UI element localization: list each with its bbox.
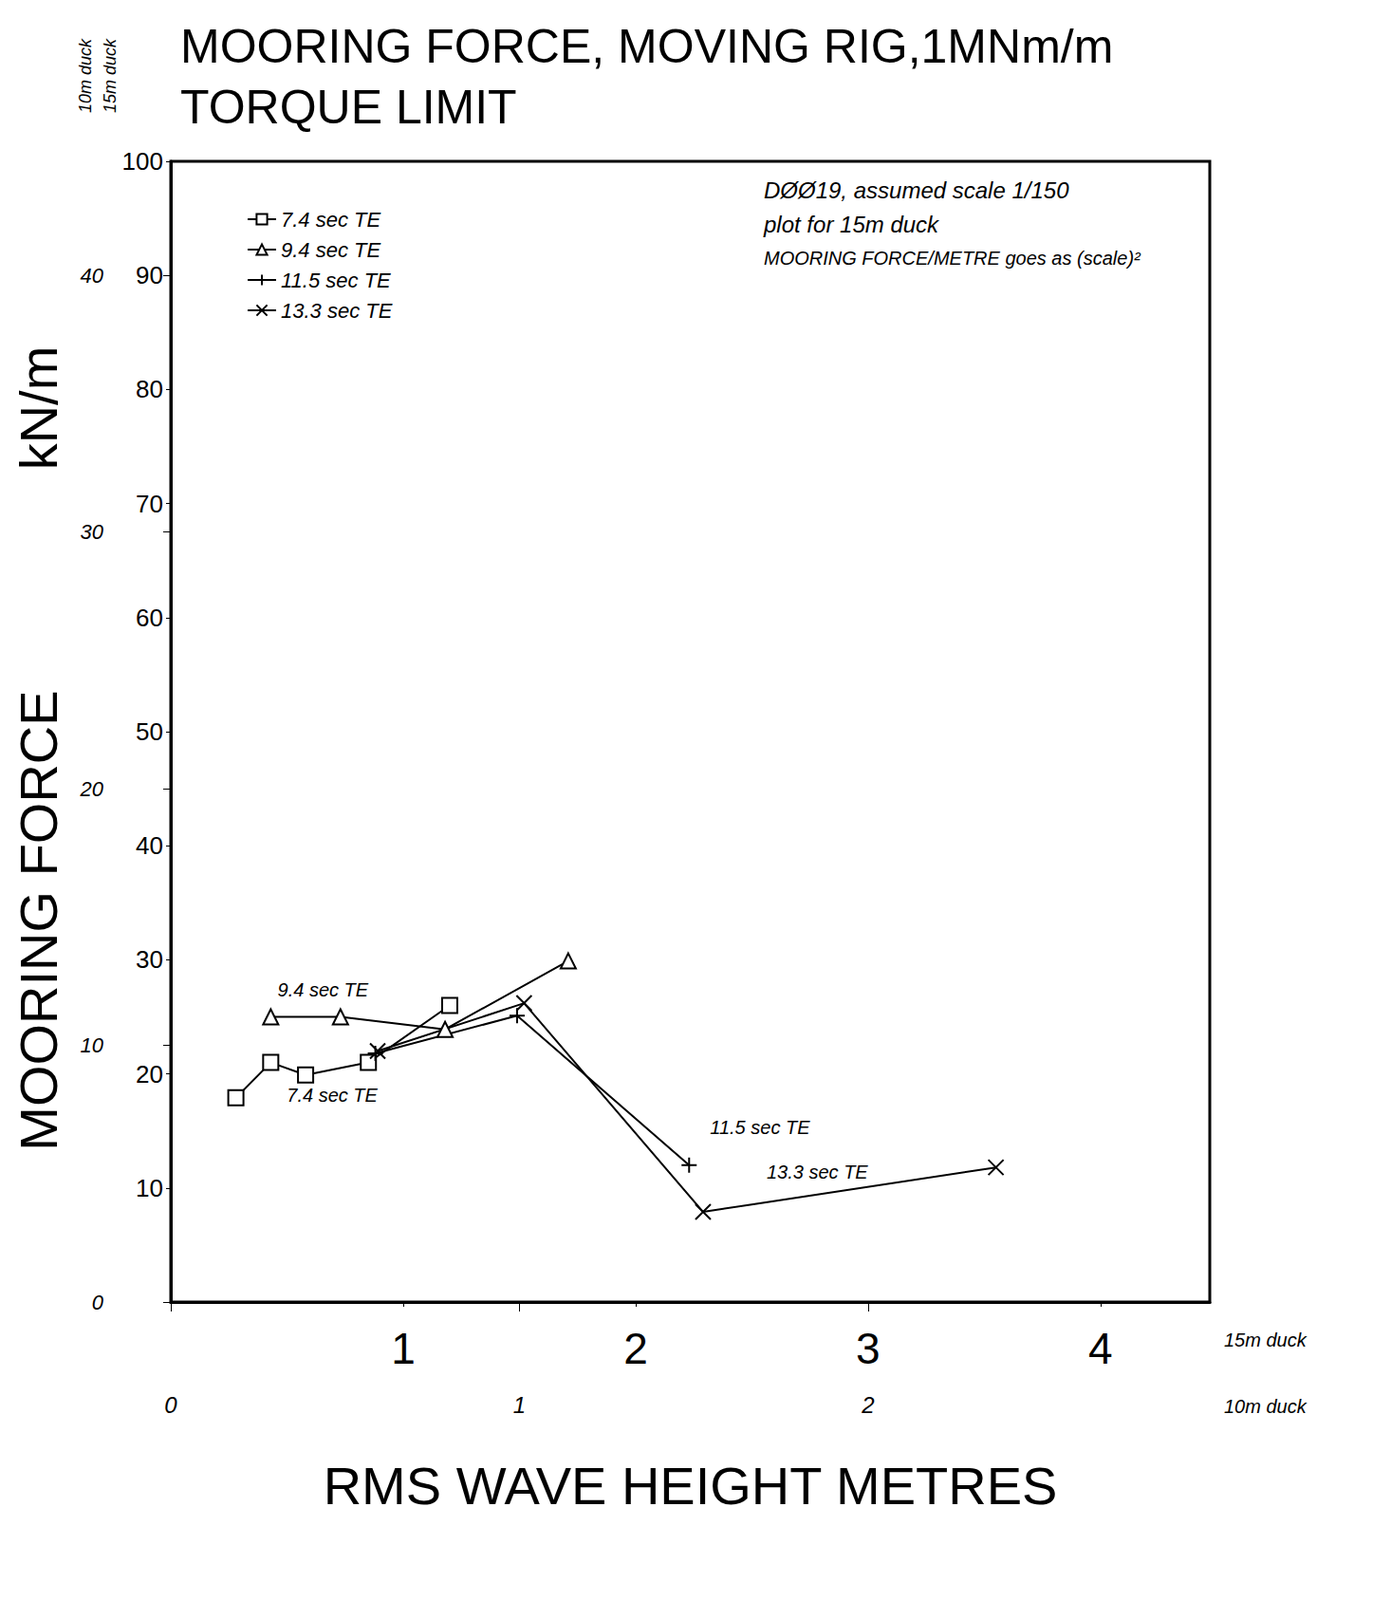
svg-text:20: 20 — [135, 1059, 164, 1089]
svg-text:0: 0 — [92, 1290, 105, 1315]
svg-text:MOORING FORCE, MOVING RIG,1MNm: MOORING FORCE, MOVING RIG,1MNm/m — [180, 19, 1127, 74]
svg-text:11.5 sec TE: 11.5 sec TE — [709, 1116, 811, 1138]
svg-text:10: 10 — [80, 1033, 105, 1058]
svg-text:9.4 sec TE: 9.4 sec TE — [278, 979, 370, 1001]
svg-text:40: 40 — [80, 263, 105, 288]
svg-text:13.3 sec TE: 13.3 sec TE — [766, 1161, 869, 1183]
svg-text:1: 1 — [390, 1323, 416, 1373]
svg-text:100: 100 — [122, 147, 164, 176]
svg-text:7.4 sec TE: 7.4 sec TE — [280, 207, 381, 232]
svg-text:plot for 15m duck: plot for 15m duck — [762, 211, 941, 238]
svg-text:80: 80 — [135, 374, 164, 404]
svg-text:1: 1 — [513, 1391, 526, 1418]
svg-text:60: 60 — [135, 603, 164, 632]
svg-text:MOORING FORCE: MOORING FORCE — [8, 689, 69, 1150]
svg-text:20: 20 — [79, 777, 105, 801]
svg-text:10m duck: 10m duck — [1224, 1395, 1308, 1417]
svg-text:50: 50 — [135, 717, 164, 746]
svg-text:RMS WAVE HEIGHT METRES: RMS WAVE HEIGHT METRES — [323, 1455, 1058, 1516]
svg-text:0: 0 — [164, 1391, 178, 1418]
svg-text:3: 3 — [855, 1323, 881, 1373]
svg-text:70: 70 — [135, 489, 164, 519]
svg-text:TORQUE LIMIT: TORQUE LIMIT — [180, 80, 518, 134]
svg-text:MOORING FORCE/METRE goes as (s: MOORING FORCE/METRE goes as (scale)² — [763, 247, 1142, 269]
svg-text:13.3 sec TE: 13.3 sec TE — [280, 298, 393, 323]
svg-text:30: 30 — [135, 945, 164, 974]
svg-text:DØØ19, assumed scale 1/150: DØØ19, assumed scale 1/150 — [763, 177, 1070, 204]
svg-text:10m duck: 10m duck — [75, 37, 95, 113]
svg-text:2: 2 — [860, 1391, 874, 1418]
svg-text:90: 90 — [135, 260, 164, 290]
svg-text:15m duck: 15m duck — [100, 37, 120, 113]
svg-text:30: 30 — [80, 519, 105, 544]
svg-text:11.5 sec TE: 11.5 sec TE — [280, 268, 391, 293]
svg-text:7.4 sec TE: 7.4 sec TE — [286, 1084, 378, 1106]
svg-text:40: 40 — [135, 831, 164, 860]
svg-text:kN/m: kN/m — [8, 346, 69, 471]
svg-text:4: 4 — [1088, 1323, 1113, 1373]
svg-text:9.4 sec TE: 9.4 sec TE — [280, 238, 381, 262]
svg-text:10: 10 — [135, 1173, 164, 1203]
svg-text:15m duck: 15m duck — [1224, 1329, 1308, 1351]
svg-text:2: 2 — [623, 1323, 649, 1373]
